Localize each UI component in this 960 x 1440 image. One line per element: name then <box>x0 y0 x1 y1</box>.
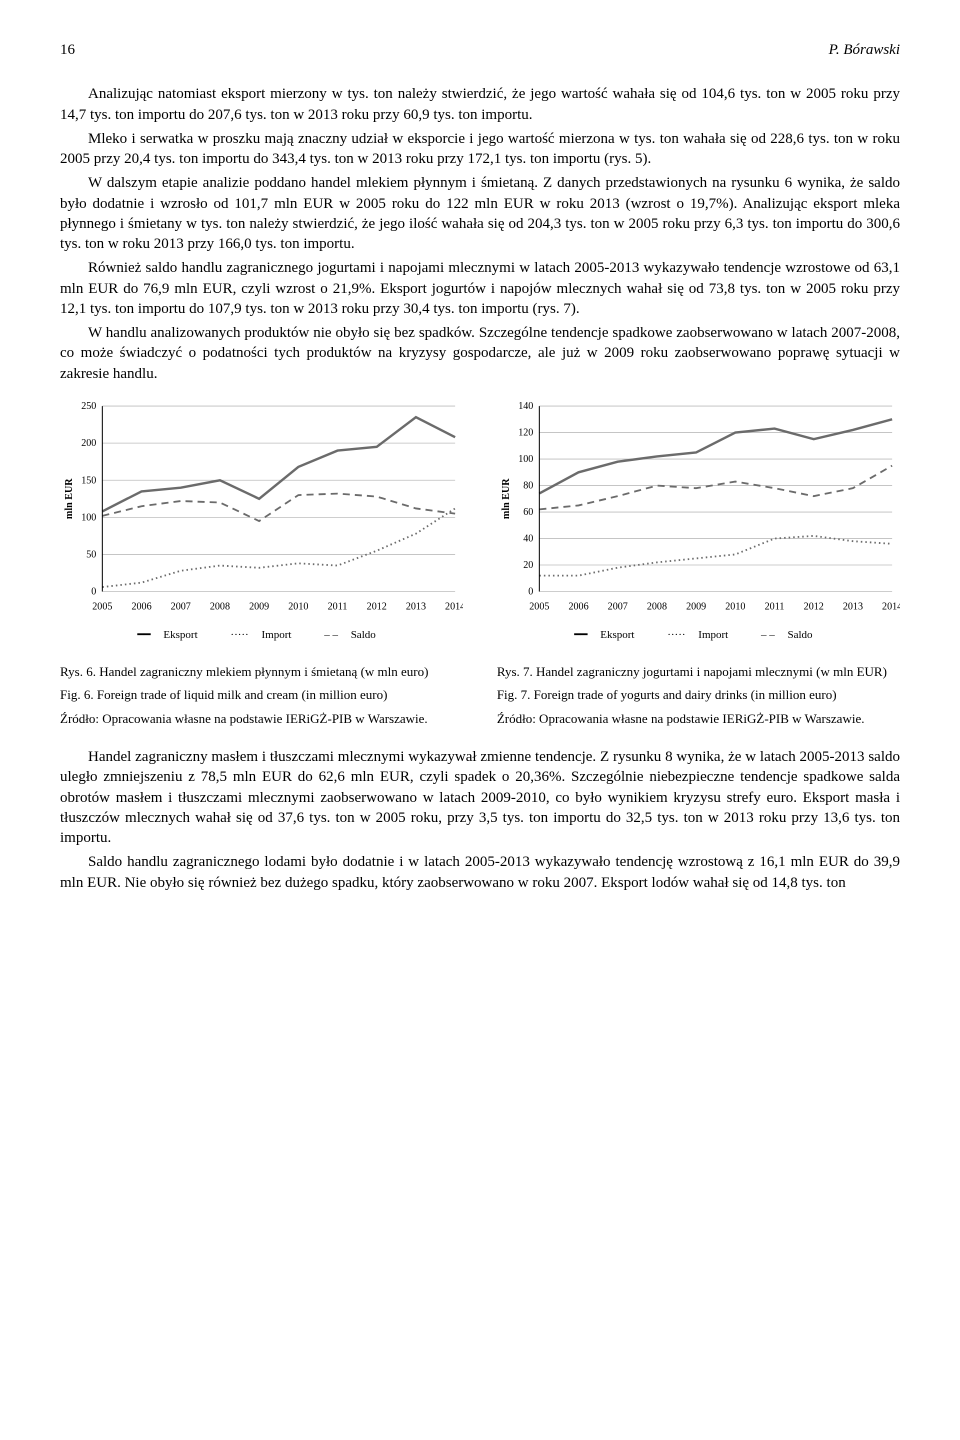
legend-import: ····· Import <box>667 629 738 641</box>
svg-text:2013: 2013 <box>843 601 863 612</box>
charts-row: 0501001502002502005200620072008200920102… <box>60 398 900 643</box>
svg-text:2010: 2010 <box>725 601 745 612</box>
para-3: W dalszym etapie analizie poddano handel… <box>60 173 900 254</box>
chart-7: 0 20 40 60 80 100 120 140 2005 2006 2007 2008 2009 20… <box>497 398 900 620</box>
svg-text:2007: 2007 <box>607 601 627 612</box>
legend-eksport: ━━ Eksport <box>137 629 207 641</box>
svg-text:2005: 2005 <box>92 601 112 612</box>
chart-6-legend: ━━ Eksport ····· Import – – Saldo <box>60 628 463 643</box>
src-6: Źródło: Opracowania własne na podstawie … <box>60 710 463 728</box>
fig-6: Fig. 6. Foreign trade of liquid milk and… <box>60 686 463 704</box>
chart-6: 0 50 100 150 200 250 2005 2006 2007 2008 2009 2010 2… <box>60 398 463 620</box>
captions-row: Rys. 6. Handel zagraniczny mlekiem płynn… <box>60 651 900 734</box>
body-text: Analizując natomiast eksport mierzony w … <box>60 84 900 384</box>
rys-7: Rys. 7. Handel zagraniczny jogurtami i n… <box>497 663 900 681</box>
svg-text:100: 100 <box>81 512 96 523</box>
para-7: Saldo handlu zagranicznego lodami było d… <box>60 852 900 893</box>
body-text-2: Handel zagraniczny masłem i tłuszczami m… <box>60 747 900 893</box>
svg-text:80: 80 <box>523 480 533 491</box>
svg-text:2013: 2013 <box>406 601 426 612</box>
svg-text:mln EUR: mln EUR <box>64 478 75 519</box>
svg-text:2008: 2008 <box>210 601 230 612</box>
svg-text:250: 250 <box>81 401 96 412</box>
legend-saldo: – – Saldo <box>324 629 386 641</box>
svg-text:200: 200 <box>81 438 96 449</box>
legend-eksport: ━━ Eksport <box>574 629 644 641</box>
rys-6: Rys. 6. Handel zagraniczny mlekiem płynn… <box>60 663 463 681</box>
svg-text:20: 20 <box>523 560 533 571</box>
page-header: 16 P. Bórawski <box>60 40 900 60</box>
svg-text:2010: 2010 <box>288 601 308 612</box>
src-7: Źródło: Opracowania własne na podstawie … <box>497 710 900 728</box>
chart-6-block: 0 50 100 150 200 250 2005 2006 2007 2008 2009 2010 2… <box>60 398 463 643</box>
legend-saldo: – – Saldo <box>761 629 823 641</box>
svg-text:2012: 2012 <box>803 601 823 612</box>
svg-text:2005: 2005 <box>529 601 549 612</box>
page-number: 16 <box>60 40 75 60</box>
svg-text:40: 40 <box>523 533 533 544</box>
svg-text:2011: 2011 <box>764 601 784 612</box>
svg-text:2009: 2009 <box>249 601 269 612</box>
page-author: P. Bórawski <box>829 40 900 60</box>
para-1: Analizując natomiast eksport mierzony w … <box>60 84 900 125</box>
svg-text:0: 0 <box>528 586 533 597</box>
para-4: Również saldo handlu zagranicznego jogur… <box>60 258 900 319</box>
svg-text:2012: 2012 <box>367 601 387 612</box>
para-2: Mleko i serwatka w proszku mają znaczny … <box>60 129 900 170</box>
svg-text:2006: 2006 <box>131 601 151 612</box>
svg-text:120: 120 <box>518 427 533 438</box>
svg-text:60: 60 <box>523 507 533 518</box>
svg-text:2011: 2011 <box>328 601 348 612</box>
svg-text:2014: 2014 <box>445 601 463 612</box>
chart-7-block: 0 20 40 60 80 100 120 140 2005 2006 2007 2008 2009 20… <box>497 398 900 643</box>
caption-right: Rys. 7. Handel zagraniczny jogurtami i n… <box>497 663 900 734</box>
svg-text:2007: 2007 <box>171 601 191 612</box>
para-5: W handlu analizowanych produktów nie oby… <box>60 323 900 384</box>
svg-text:2014: 2014 <box>882 601 900 612</box>
caption-left: Rys. 6. Handel zagraniczny mlekiem płynn… <box>60 663 463 734</box>
chart-7-legend: ━━ Eksport ····· Import – – Saldo <box>497 628 900 643</box>
fig-7: Fig. 7. Foreign trade of yogurts and dai… <box>497 686 900 704</box>
para-6: Handel zagraniczny masłem i tłuszczami m… <box>60 747 900 848</box>
svg-text:mln EUR: mln EUR <box>501 478 512 519</box>
svg-text:2009: 2009 <box>686 601 706 612</box>
svg-text:50: 50 <box>86 549 96 560</box>
legend-import: ····· Import <box>230 629 301 641</box>
svg-text:150: 150 <box>81 475 96 486</box>
svg-text:140: 140 <box>518 401 533 412</box>
svg-text:2008: 2008 <box>647 601 667 612</box>
svg-text:0: 0 <box>91 586 96 597</box>
svg-text:2006: 2006 <box>568 601 588 612</box>
svg-text:100: 100 <box>518 454 533 465</box>
